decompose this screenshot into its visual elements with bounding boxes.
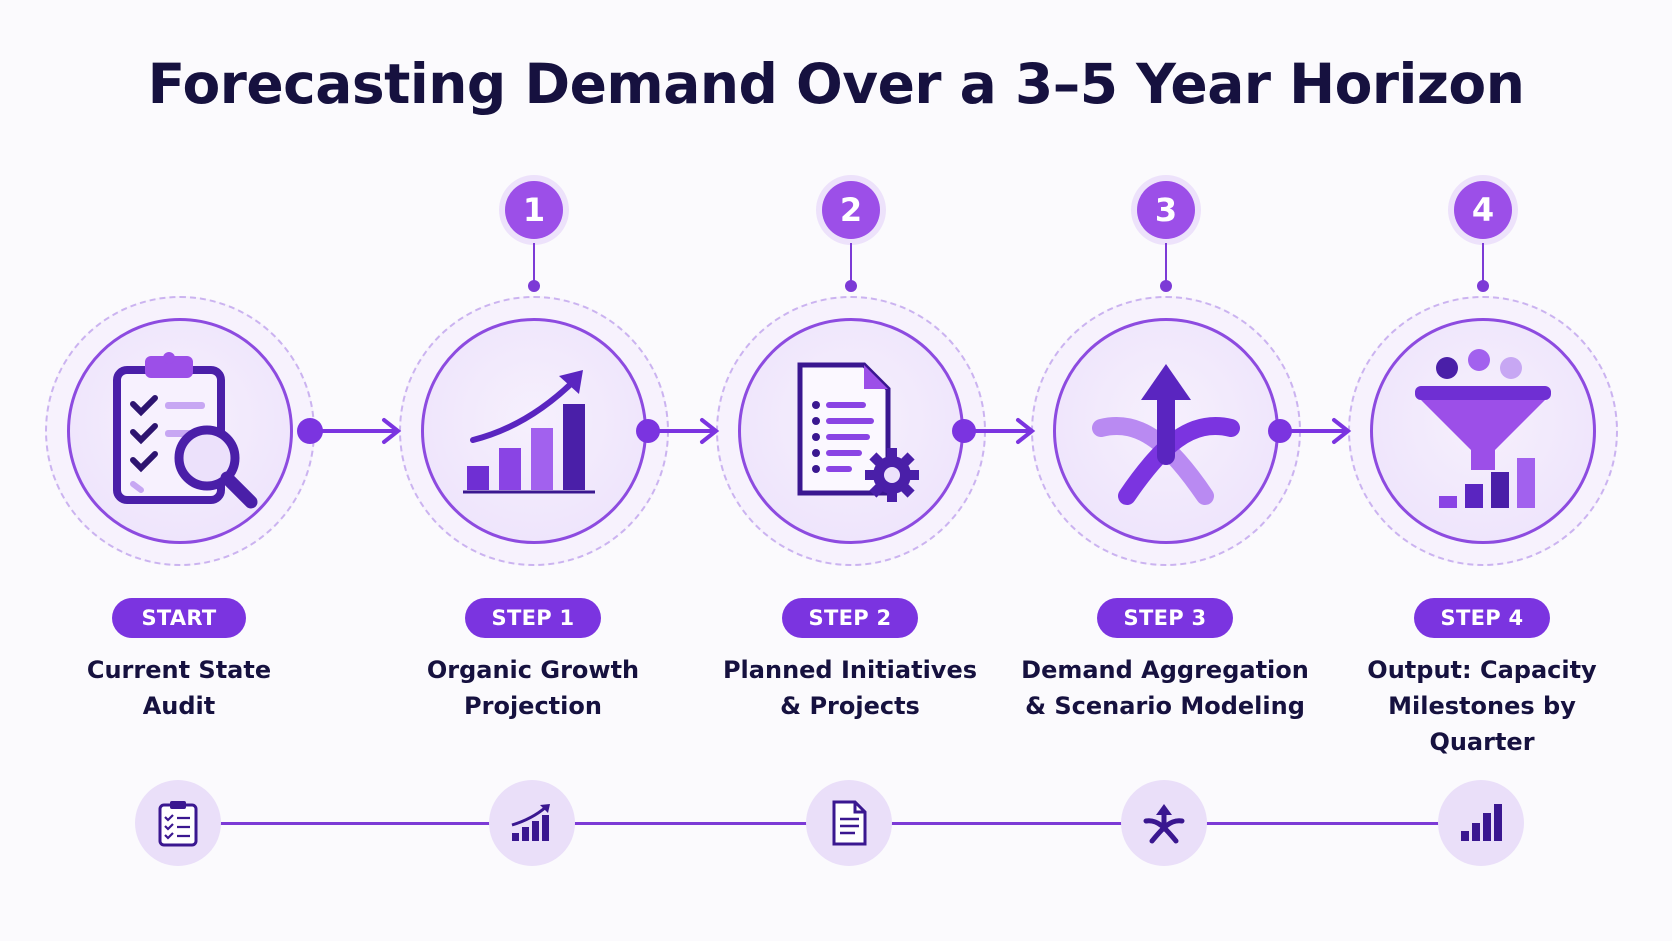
start-label-line-1: Current State	[86, 656, 272, 684]
page-title: Forecasting Demand Over a 3–5 Year Horiz…	[147, 52, 1525, 116]
step-4-label-line-2: Milestones by Quarter	[1388, 692, 1576, 756]
step-3-stem-dot	[1160, 280, 1172, 292]
step-3-stem	[1165, 243, 1167, 283]
step-2-badge: 2	[822, 181, 880, 239]
document-gear-icon	[797, 362, 919, 502]
document-icon	[832, 800, 867, 846]
connector-3-to-4	[1268, 418, 1352, 444]
connector-1-to-2	[636, 418, 720, 444]
step-1-pill: STEP 1	[465, 598, 601, 638]
step-3-label-line-1: Demand Aggregation	[1021, 656, 1309, 684]
step-2-mini-node	[806, 780, 892, 866]
step-1-mini-node	[489, 780, 575, 866]
step-3-badge: 3	[1137, 181, 1195, 239]
start-disc	[67, 318, 293, 544]
step-1-badge: 1	[505, 181, 563, 239]
step-3-mini-node	[1121, 780, 1207, 866]
step-2-pill: STEP 2	[782, 598, 918, 638]
step-3-label: Demand Aggregation & Scenario Modeling	[1015, 652, 1315, 724]
step-3-pill: STEP 3	[1097, 598, 1233, 638]
clipboard-search-icon	[113, 352, 258, 509]
step-4-stem-dot	[1477, 280, 1489, 292]
step-1-label-line-2: Projection	[464, 692, 602, 720]
step-2-label-line-2: & Projects	[780, 692, 920, 720]
merge-arrow-icon	[1092, 364, 1240, 505]
start-mini-node	[135, 780, 221, 866]
step-1-stem	[533, 243, 535, 283]
step-4-disc	[1370, 318, 1596, 544]
step-2-label: Planned Initiatives & Projects	[700, 652, 1000, 724]
merge-arrow-mini-icon	[1143, 804, 1185, 844]
checklist-icon	[158, 801, 198, 847]
step-1-disc	[421, 318, 647, 544]
step-1-label: Organic Growth Projection	[383, 652, 683, 724]
connector-start-to-1	[297, 418, 402, 444]
start-label-line-2: Audit	[142, 692, 216, 720]
step-1-label-line-1: Organic Growth	[426, 656, 640, 684]
step-2-label-line-1: Planned Initiatives	[722, 656, 978, 684]
growth-chart-icon	[463, 370, 595, 494]
bar-chart-icon	[1461, 804, 1502, 841]
step-4-badge: 4	[1454, 181, 1512, 239]
connector-2-to-3	[952, 418, 1036, 444]
step-2-disc	[738, 318, 964, 544]
step-4-label: Output: Capacity Milestones by Quarter	[1332, 652, 1632, 760]
funnel-bars-icon	[1415, 349, 1551, 508]
step-3-label-line-2: & Scenario Modeling	[1025, 692, 1305, 720]
step-2-stem	[850, 243, 852, 283]
step-2-stem-dot	[845, 280, 857, 292]
growth-chart-mini-icon	[511, 804, 550, 841]
step-4-mini-node	[1438, 780, 1524, 866]
step-3-disc	[1053, 318, 1279, 544]
step-1-stem-dot	[528, 280, 540, 292]
start-pill: START	[112, 598, 246, 638]
step-4-pill: STEP 4	[1414, 598, 1550, 638]
step-4-stem	[1482, 243, 1484, 283]
start-label: Current State Audit	[29, 652, 329, 724]
step-4-label-line-1: Output: Capacity	[1367, 656, 1597, 684]
